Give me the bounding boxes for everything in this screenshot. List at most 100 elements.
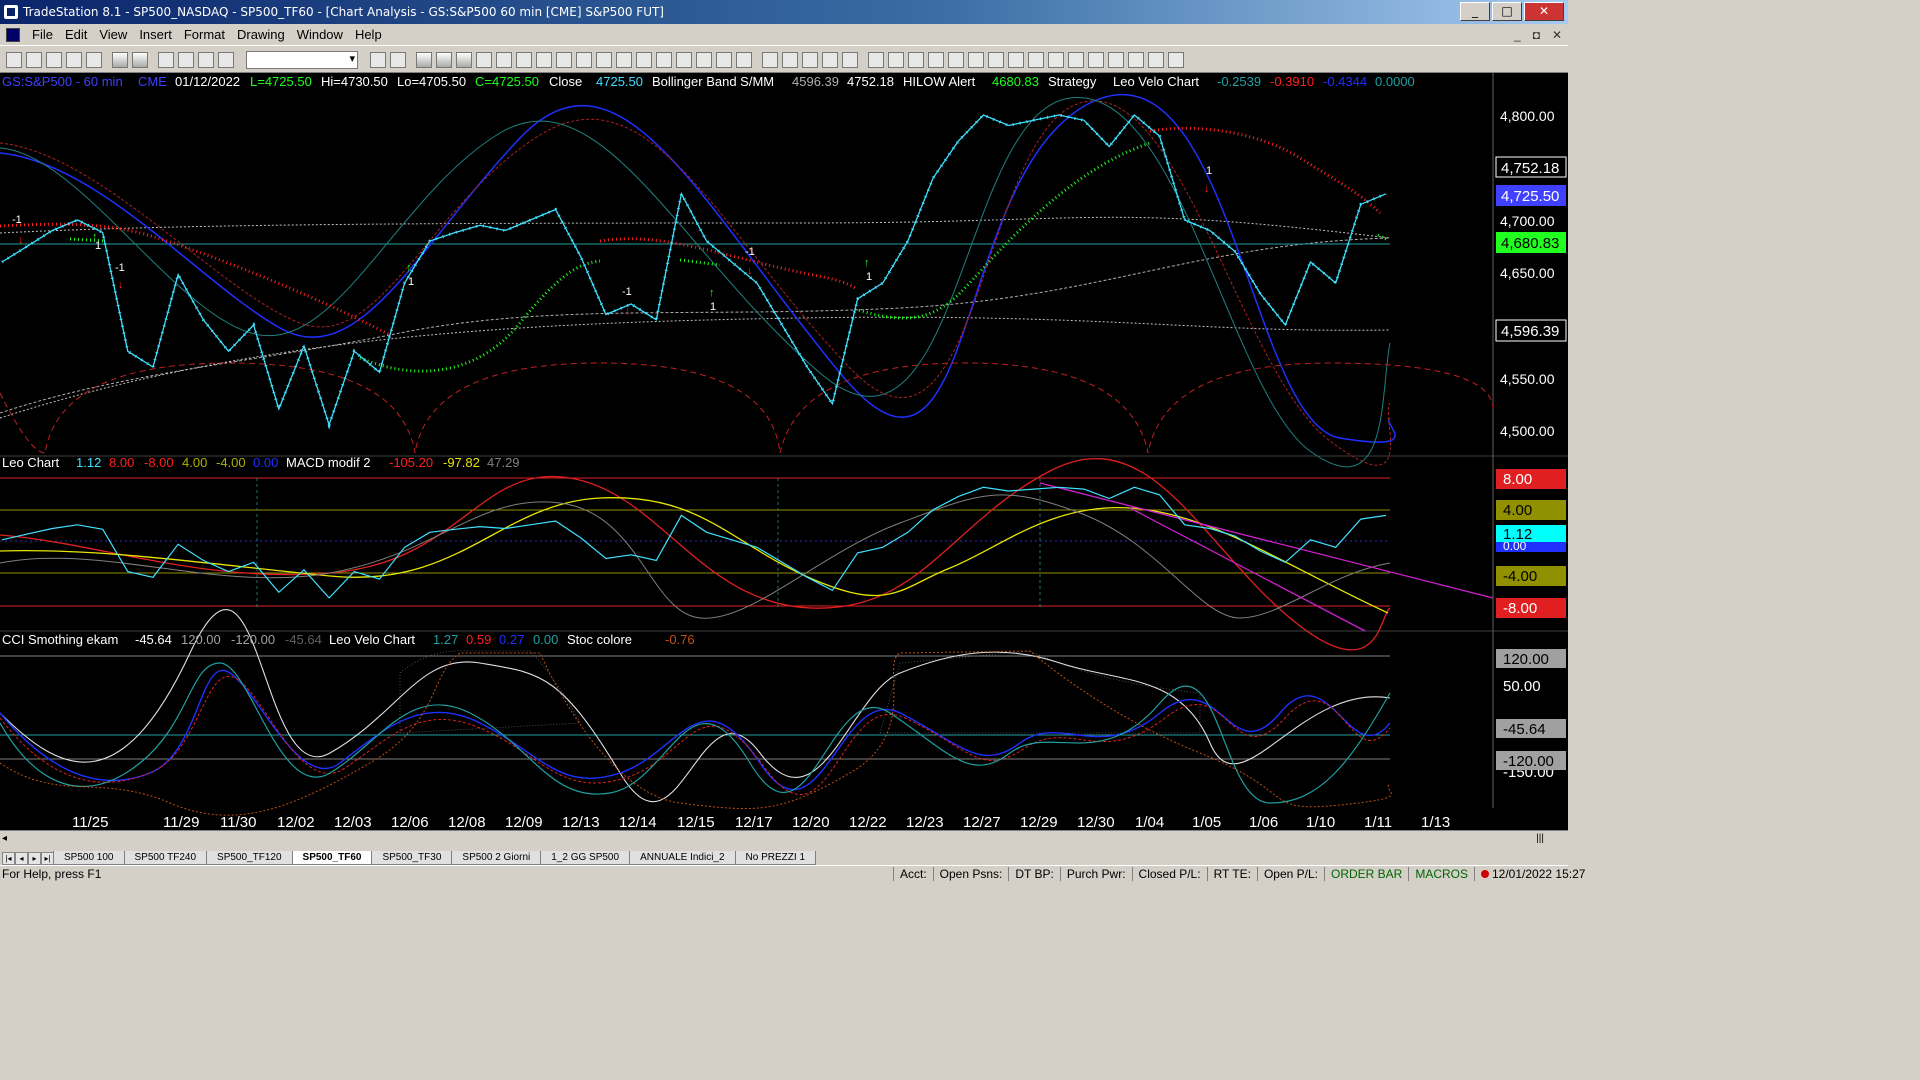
menu-file[interactable]: File: [32, 27, 53, 42]
chart-document-icon[interactable]: [6, 27, 20, 42]
tab-1-2-gg-sp500[interactable]: 1_2 GG SP500: [540, 851, 631, 865]
interval-plus-icon[interactable]: [676, 51, 692, 68]
tab-sp500-2-giorni[interactable]: SP500 2 Giorni: [451, 851, 542, 865]
alert-icon[interactable]: [842, 51, 858, 68]
link-icon[interactable]: [218, 51, 234, 68]
bar-chart-icon[interactable]: [596, 51, 612, 68]
save-icon[interactable]: [46, 51, 62, 68]
tab-sp500-tf60[interactable]: SP500_TF60: [291, 851, 373, 865]
find-icon[interactable]: [390, 51, 406, 68]
close-button[interactable]: ✕: [1524, 2, 1564, 21]
speedline-icon[interactable]: [1008, 51, 1024, 68]
interval-minus-icon[interactable]: [696, 51, 712, 68]
arrow-right-icon[interactable]: [370, 51, 386, 68]
tab-prev-icon[interactable]: ◂: [15, 852, 28, 865]
crosshair-icon[interactable]: [782, 51, 798, 68]
tab-sp500-tf240[interactable]: SP500 TF240: [123, 851, 208, 865]
status-macros[interactable]: MACROS: [1408, 867, 1474, 881]
indicator-icon[interactable]: [476, 51, 492, 68]
gann-icon[interactable]: [948, 51, 964, 68]
menu-format[interactable]: Format: [183, 27, 225, 42]
tab-annuale-indici[interactable]: ANNUALE Indici_2: [629, 851, 736, 865]
pointer-icon[interactable]: [762, 51, 778, 68]
text-icon[interactable]: [1168, 51, 1184, 68]
tab-next-icon[interactable]: ▸: [28, 852, 41, 865]
strategy-icon[interactable]: [496, 51, 512, 68]
doc-close-button[interactable]: ✕: [1551, 27, 1562, 42]
print-preview-icon[interactable]: [112, 51, 128, 68]
status-rt-te: RT TE:: [1206, 867, 1257, 881]
radar-screen-icon[interactable]: [436, 51, 452, 68]
open-icon[interactable]: [26, 51, 42, 68]
fib-icon[interactable]: [928, 51, 944, 68]
tab-sp500-100[interactable]: SP500 100: [53, 851, 125, 865]
cascade-icon[interactable]: [178, 51, 194, 68]
data-window-icon[interactable]: [576, 51, 592, 68]
chart-analysis-icon[interactable]: [416, 51, 432, 68]
maximize-button[interactable]: □: [1492, 2, 1522, 21]
title-bar: TradeStation 8.1 - SP500_NASDAQ - SP500_…: [0, 0, 1568, 24]
symbol-combo[interactable]: [246, 50, 358, 69]
leo-chart-panel: Leo Chart 1.12 8.00 -8.00 4.00 -4.00 0.0…: [0, 455, 1566, 651]
strategy-green-dots-1: [359, 259, 601, 373]
tools-icon[interactable]: [802, 51, 818, 68]
menu-drawing[interactable]: Drawing: [237, 27, 285, 42]
menu-edit[interactable]: Edit: [64, 27, 88, 42]
signal-label: 1: [95, 240, 101, 252]
signal-label: -1: [12, 214, 22, 226]
showme-icon[interactable]: [536, 51, 552, 68]
window-icon[interactable]: [158, 51, 174, 68]
menu-help[interactable]: Help: [354, 27, 382, 42]
matrix-icon[interactable]: [456, 51, 472, 68]
horizontal-scrollbar[interactable]: ◂ |||: [0, 830, 1568, 848]
arrow-up-icon[interactable]: [1108, 51, 1124, 68]
pencil-icon[interactable]: [1068, 51, 1084, 68]
regression-icon[interactable]: [1028, 51, 1044, 68]
new-icon[interactable]: [6, 51, 22, 68]
doc-restore-button[interactable]: ◘: [1532, 27, 1540, 42]
status-order-bar[interactable]: ORDER BAR: [1323, 867, 1408, 881]
chart-area[interactable]: -1 ↓ ↑ 1 -1 ↓ ↑ 1 -1 ↓ ↑ 1 -1 ↓ ↑ 1 1 ↓ …: [0, 73, 1568, 830]
doc-minimize-button[interactable]: _: [1514, 27, 1521, 42]
signal-label: -1: [622, 286, 632, 298]
candle-icon[interactable]: [616, 51, 632, 68]
rectangle-icon[interactable]: [1148, 51, 1164, 68]
workspace-icon[interactable]: [66, 51, 82, 68]
hist-icon[interactable]: [656, 51, 672, 68]
ellipse-icon[interactable]: [1128, 51, 1144, 68]
vertical-line-icon[interactable]: [888, 51, 904, 68]
minimize-button[interactable]: _: [1460, 2, 1490, 21]
paintbar-icon[interactable]: [516, 51, 532, 68]
format-icon[interactable]: [556, 51, 572, 68]
chart-canvas[interactable]: -1 ↓ ↑ 1 -1 ↓ ↑ 1 -1 ↓ ↑ 1 -1 ↓ ↑ 1 1 ↓ …: [0, 73, 1568, 830]
tab-sp500-tf30[interactable]: SP500_TF30: [371, 851, 453, 865]
price-panel: -1 ↓ ↑ 1 -1 ↓ ↑ 1 -1 ↓ ↑ 1 -1 ↓ ↑ 1 1 ↓ …: [0, 74, 1567, 468]
date-tick-label: 12/13: [562, 814, 600, 830]
arc-icon[interactable]: [1048, 51, 1064, 68]
axis-tick-label: 4,700.00: [1500, 213, 1555, 229]
zoom-out-icon[interactable]: [736, 51, 752, 68]
cci-badge-120-text: 120.00: [1503, 651, 1549, 668]
line-chart-icon[interactable]: [636, 51, 652, 68]
andrews-icon[interactable]: [968, 51, 984, 68]
horizontal-line-icon[interactable]: [908, 51, 924, 68]
menu-view[interactable]: View: [99, 27, 128, 42]
date-tick-label: 12/22: [849, 814, 887, 830]
menu-insert[interactable]: Insert: [139, 27, 172, 42]
tab-first-icon[interactable]: |◂: [2, 852, 15, 865]
channel-icon[interactable]: [988, 51, 1004, 68]
order-icon[interactable]: [822, 51, 838, 68]
tab-no-prezzi[interactable]: No PREZZI 1: [734, 851, 817, 865]
status-help-text: For Help, press F1: [2, 867, 102, 881]
scroll-left-icon[interactable]: ◂: [2, 833, 8, 844]
tab-sp500-tf120[interactable]: SP500_TF120: [206, 851, 293, 865]
trendline-icon[interactable]: [868, 51, 884, 68]
folder-icon[interactable]: [86, 51, 102, 68]
axis-tick-label: 4,550.00: [1500, 371, 1555, 387]
tile-icon[interactable]: [198, 51, 214, 68]
scroll-handle-icon[interactable]: |||: [1536, 833, 1544, 844]
menu-window[interactable]: Window: [296, 27, 343, 42]
print-icon[interactable]: [132, 51, 148, 68]
zoom-in-icon[interactable]: [716, 51, 732, 68]
arrow-down-icon[interactable]: [1088, 51, 1104, 68]
